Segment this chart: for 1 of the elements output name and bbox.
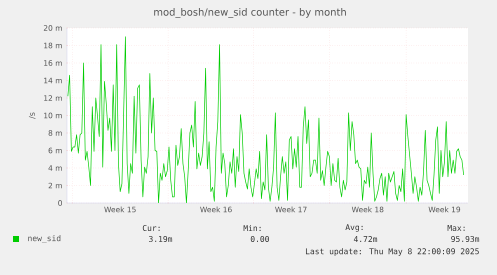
- chart-title: mod_bosh/new_sid counter - by month: [154, 8, 346, 18]
